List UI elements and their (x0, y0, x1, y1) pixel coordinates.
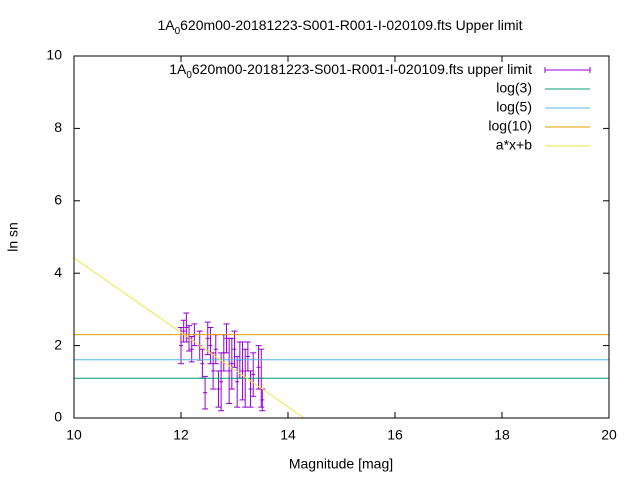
x-tick-label: 16 (387, 427, 403, 443)
y-axis-label: ln sn (5, 222, 21, 252)
y-tick-label: 6 (54, 192, 62, 208)
title-subscript: 0 (175, 26, 181, 37)
plot-border (73, 55, 610, 419)
x-tick-label: 10 (66, 427, 82, 443)
x-tick-label: 12 (173, 427, 189, 443)
legend-label-subscript: 0 (186, 70, 192, 81)
y-tick-label: 8 (54, 119, 62, 135)
chart-title: 1A0620m00-20181223-S001-R001-I-020109.ft… (157, 17, 522, 37)
legend-label: log(5) (496, 99, 532, 115)
y-tick-label: 10 (46, 47, 62, 63)
legend-label-part: 1A (169, 61, 187, 77)
legend-label: a*x+b (496, 137, 532, 153)
y-tick-label: 4 (54, 264, 62, 280)
legend-label: log(10) (488, 118, 532, 134)
x-tick-label: 18 (494, 427, 510, 443)
title-part: 1A (157, 17, 175, 33)
x-tick-label: 20 (601, 427, 617, 443)
legend-label-part: 620m00-20181223-S001-R001-I-020109.fts u… (192, 61, 532, 77)
series-line (74, 257, 305, 418)
legend-label: 1A0620m00-20181223-S001-R001-I-020109.ft… (169, 61, 532, 81)
plot-area (74, 257, 609, 418)
y-tick-label: 2 (54, 336, 62, 352)
x-tick-label: 14 (280, 427, 296, 443)
title-part: 620m00-20181223-S001-R001-I-020109.fts U… (180, 17, 523, 33)
legend-label: log(3) (496, 80, 532, 96)
x-axis-label: Magnitude [mag] (289, 456, 393, 472)
y-tick-label: 0 (54, 409, 62, 425)
